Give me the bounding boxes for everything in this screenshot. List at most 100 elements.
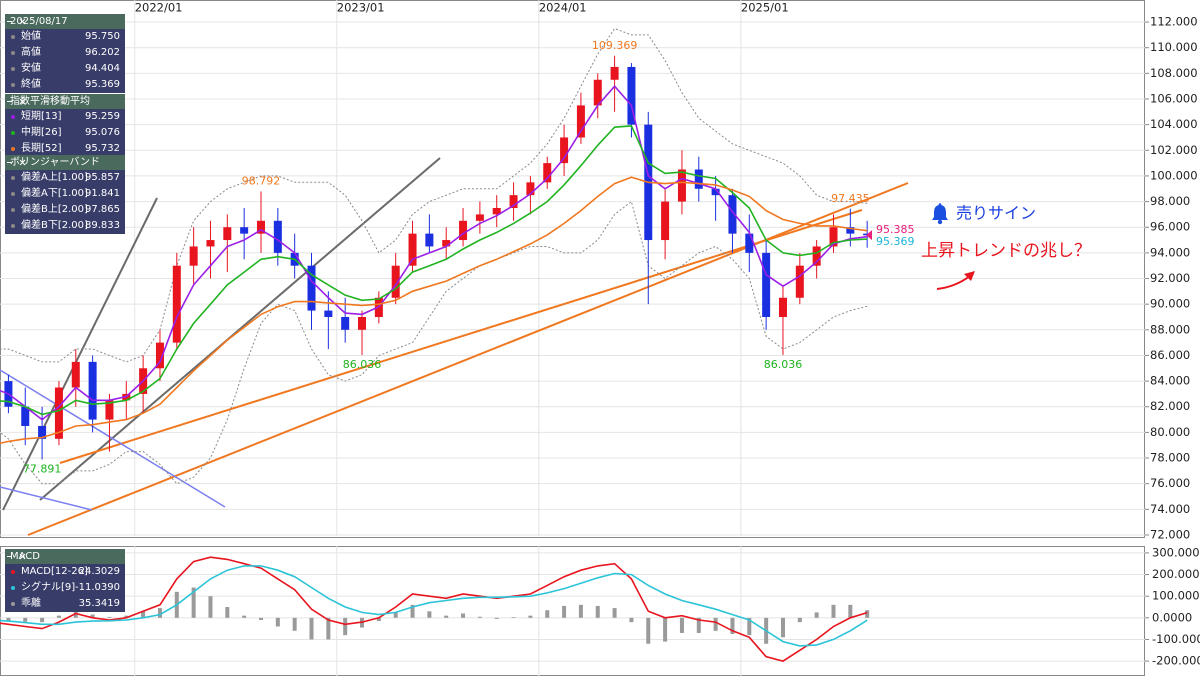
- candle-body: [172, 265, 181, 343]
- trend-line: [39, 157, 441, 501]
- panel-row: 短期[13] 95.259: [5, 109, 125, 125]
- price-marker-label: 95.385: [876, 223, 915, 236]
- extreme-label: 97.435: [831, 192, 870, 205]
- y-tick-label: 82.000: [1150, 399, 1190, 413]
- histogram-bar: [814, 612, 819, 618]
- histogram-bar: [865, 610, 870, 618]
- histogram-bar: [713, 617, 718, 631]
- panel-controls[interactable]: [5, 14, 29, 29]
- panel-label: 安値: [21, 63, 41, 74]
- bell-icon: [932, 203, 948, 225]
- panel-value: 95.857: [85, 172, 120, 183]
- histogram-bar: [444, 615, 449, 618]
- macd-plot: [0, 556, 870, 662]
- panel-controls[interactable]: [5, 94, 29, 109]
- panel-controls[interactable]: [5, 155, 29, 170]
- panel-value: 97.865: [85, 204, 120, 215]
- series-line: [0, 200, 868, 485]
- panel-controls[interactable]: [5, 549, 29, 564]
- histogram-bar: [23, 617, 28, 622]
- histogram-bar: [629, 617, 634, 623]
- y-tick-label: 74.000: [1150, 502, 1190, 516]
- histogram-bar: [545, 610, 550, 618]
- histogram-bar: [663, 617, 668, 642]
- histogram-bar: [343, 617, 348, 636]
- panel-title: MACD: [10, 551, 40, 562]
- y-tick-label: -200.0000: [1152, 654, 1200, 668]
- x-tick-label: 2024/01: [539, 1, 587, 15]
- candle-body: [509, 195, 518, 208]
- signal-text: 売りサイン: [956, 204, 1036, 223]
- y-tick-label: 100.0000: [1152, 589, 1200, 603]
- candle-body: [778, 297, 787, 317]
- histogram-bar: [696, 617, 701, 633]
- candle-body: [694, 169, 703, 189]
- histogram-bar: [225, 606, 230, 618]
- panel-value: 91.841: [85, 188, 120, 199]
- series-line: [0, 84, 868, 421]
- extreme-label: 77.891: [23, 462, 62, 475]
- histogram-bar: [242, 615, 247, 618]
- histogram-bar: [410, 604, 415, 618]
- histogram-bar: [831, 604, 836, 618]
- candle-body: [189, 246, 198, 266]
- panel-value: 35.3419: [78, 598, 120, 609]
- panel-value: -11.0390: [75, 582, 120, 593]
- y-tick-label: 104.000: [1150, 117, 1198, 131]
- legend-dot: [11, 83, 15, 87]
- panel-label: シグナル[9]: [21, 582, 76, 593]
- candle-body: [155, 342, 164, 369]
- panel-title: ボリンジャーバンド: [10, 157, 100, 168]
- candle-body: [240, 227, 249, 234]
- panel-value: 95.750: [85, 31, 120, 42]
- histogram-bar: [141, 611, 146, 618]
- panel-row: MACD[12-26] 24.3029: [5, 564, 125, 580]
- price-plot: [0, 27, 872, 485]
- panel-value: 96.202: [85, 47, 120, 58]
- panel-label: 偏差B上[2.00]: [21, 204, 88, 215]
- candle-body: [21, 406, 30, 426]
- x-tick-label: 2025/01: [741, 1, 789, 15]
- panel-title: 指数平滑移動平均: [10, 96, 90, 107]
- histogram-bar: [292, 617, 297, 631]
- candle-body: [88, 361, 97, 420]
- y-tick-label: -100.0000: [1152, 632, 1200, 646]
- candle-body: [442, 240, 451, 247]
- histogram-bar: [747, 617, 752, 636]
- macd-frame: [0, 546, 1145, 676]
- histogram-bar: [157, 608, 162, 618]
- histogram-bar: [56, 615, 61, 618]
- histogram-bar: [595, 605, 600, 618]
- panel-row: 長期[52] 95.732: [5, 141, 125, 157]
- y-tick-label: 200.0000: [1152, 567, 1200, 581]
- panel-row: 高値 96.202: [5, 45, 125, 61]
- legend-dot: [11, 51, 15, 55]
- panel-label: 長期[52]: [21, 143, 62, 154]
- candle-body: [38, 425, 47, 439]
- panel-row: 乖離 35.3419: [5, 596, 125, 612]
- candle-body: [324, 310, 333, 317]
- candle-body: [54, 387, 63, 439]
- panel-label: 高値: [21, 47, 41, 58]
- trend-line: [0, 486, 93, 511]
- candle-body: [627, 66, 636, 125]
- legend-dot: [11, 176, 15, 180]
- candle-body: [492, 207, 501, 215]
- legend-dot: [11, 115, 15, 119]
- panel-row: 安値 94.404: [5, 61, 125, 77]
- y-tick-label: 108.000: [1150, 66, 1198, 80]
- series-line: [0, 565, 868, 647]
- histogram-bar: [848, 604, 853, 618]
- info-panel: 2025/08/17 始値 95.750 高値 96.202 安値 94.404 終値 95.3…: [5, 14, 125, 93]
- candle-body: [206, 240, 215, 247]
- x-tick-label: 2023/01: [337, 1, 385, 15]
- candle-body: [576, 105, 585, 138]
- series-line: [0, 556, 868, 662]
- trend-lines: [0, 157, 909, 536]
- y-tick-label: 92.000: [1150, 271, 1190, 285]
- panel-value: 24.3029: [78, 566, 120, 577]
- candle-body: [711, 188, 720, 196]
- candle-body: [829, 227, 838, 247]
- candle-body: [677, 169, 686, 202]
